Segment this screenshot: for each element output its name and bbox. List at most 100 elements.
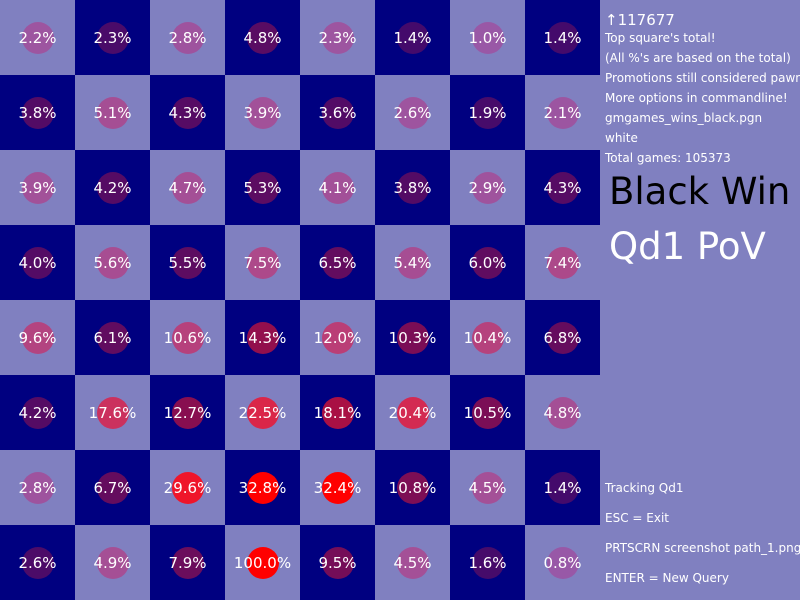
- board-square: 6.8%: [525, 300, 600, 375]
- board-square: 6.0%: [450, 225, 525, 300]
- board-square: 1.0%: [450, 0, 525, 75]
- board-square: 3.9%: [0, 150, 75, 225]
- square-percentage: 4.5%: [468, 478, 507, 497]
- square-percentage: 0.8%: [543, 553, 582, 572]
- board-square: 17.6%: [75, 375, 150, 450]
- info-side: white: [605, 131, 638, 145]
- board-square: 3.8%: [375, 150, 450, 225]
- square-percentage: 5.6%: [93, 253, 132, 272]
- heat-circle: [21, 246, 54, 279]
- heat-circle: [171, 321, 204, 354]
- board-square: 2.3%: [75, 0, 150, 75]
- heat-circle: [96, 321, 129, 354]
- square-percentage: 2.1%: [543, 103, 582, 122]
- heat-circle: [546, 396, 579, 429]
- heat-circle: [321, 21, 354, 54]
- square-percentage: 10.3%: [388, 328, 437, 347]
- board-square: 6.7%: [75, 450, 150, 525]
- heat-circle: [21, 396, 54, 429]
- heat-circle: [96, 246, 129, 279]
- square-percentage: 4.1%: [318, 178, 357, 197]
- board-square: 2.2%: [0, 0, 75, 75]
- square-percentage: 12.0%: [313, 328, 362, 347]
- board-square: 1.4%: [525, 450, 600, 525]
- board-square: 7.9%: [150, 525, 225, 600]
- square-percentage: 22.5%: [238, 403, 287, 422]
- square-percentage: 100.0%: [233, 553, 292, 572]
- board-square: 4.0%: [0, 225, 75, 300]
- info-total-games: Total games: 105373: [605, 151, 731, 165]
- board-square: 4.3%: [525, 150, 600, 225]
- heatmap-board: 2.2% 2.3% 2.8% 4.8% 2.3% 1.4% 1.0% 1.4% 3.8% 5.1%…: [0, 0, 600, 600]
- heat-circle: [171, 546, 204, 579]
- esc-exit-hint: ESC = Exit: [605, 511, 669, 525]
- square-percentage: 5.5%: [168, 253, 207, 272]
- heat-circle: [246, 396, 279, 429]
- board-square: 2.6%: [0, 525, 75, 600]
- board-square: 2.8%: [150, 0, 225, 75]
- board-square: 4.8%: [525, 375, 600, 450]
- square-percentage: 4.3%: [543, 178, 582, 197]
- heat-circle: [321, 171, 354, 204]
- heat-circle: [246, 246, 279, 279]
- heat-circle: [321, 321, 354, 354]
- board-square: 4.8%: [225, 0, 300, 75]
- board-square: 1.4%: [375, 0, 450, 75]
- heat-circle: [246, 546, 279, 579]
- board-square: 2.1%: [525, 75, 600, 150]
- board-square: 4.2%: [0, 375, 75, 450]
- square-percentage: 14.3%: [238, 328, 287, 347]
- square-percentage: 5.3%: [243, 178, 282, 197]
- heat-circle: [21, 471, 54, 504]
- board-square: 32.8%: [225, 450, 300, 525]
- board-square: 14.3%: [225, 300, 300, 375]
- board-square: 5.5%: [150, 225, 225, 300]
- heat-circle: [96, 96, 129, 129]
- square-percentage: 1.4%: [393, 28, 432, 47]
- heat-circle: [21, 21, 54, 54]
- square-percentage: 2.8%: [168, 28, 207, 47]
- heat-circle: [546, 321, 579, 354]
- heat-circle: [246, 21, 279, 54]
- square-percentage: 7.9%: [168, 553, 207, 572]
- heat-circle: [546, 171, 579, 204]
- square-percentage: 6.1%: [93, 328, 132, 347]
- board-square: 7.4%: [525, 225, 600, 300]
- board-square: 29.6%: [150, 450, 225, 525]
- heat-circle: [471, 546, 504, 579]
- heat-circle: [321, 246, 354, 279]
- board-square: 5.1%: [75, 75, 150, 150]
- square-percentage: 10.4%: [463, 328, 512, 347]
- square-percentage: 4.8%: [543, 403, 582, 422]
- heat-circle: [546, 546, 579, 579]
- heat-circle: [546, 96, 579, 129]
- info-top-square-note: Top square's total!: [605, 31, 716, 45]
- board-square: 2.9%: [450, 150, 525, 225]
- heat-circle: [246, 471, 279, 504]
- square-percentage: 1.9%: [468, 103, 507, 122]
- square-percentage: 6.8%: [543, 328, 582, 347]
- square-percentage: 18.1%: [313, 403, 362, 422]
- square-percentage: 2.9%: [468, 178, 507, 197]
- heat-circle: [171, 171, 204, 204]
- heat-circle: [321, 96, 354, 129]
- square-percentage: 10.5%: [463, 403, 512, 422]
- heat-circle: [96, 546, 129, 579]
- square-percentage: 2.3%: [318, 28, 357, 47]
- square-percentage: 3.9%: [243, 103, 282, 122]
- info-promotions-note: Promotions still considered pawns: [605, 71, 800, 85]
- board-square: 7.5%: [225, 225, 300, 300]
- square-percentage: 4.3%: [168, 103, 207, 122]
- heat-circle: [321, 546, 354, 579]
- square-percentage: 3.8%: [393, 178, 432, 197]
- heat-circle: [246, 96, 279, 129]
- heat-circle: [171, 396, 204, 429]
- board-square: 6.5%: [300, 225, 375, 300]
- heat-circle: [471, 21, 504, 54]
- heat-circle: [396, 546, 429, 579]
- square-percentage: 9.6%: [18, 328, 57, 347]
- square-percentage: 7.4%: [543, 253, 582, 272]
- square-percentage: 1.0%: [468, 28, 507, 47]
- move-count: ↑117677: [605, 11, 675, 29]
